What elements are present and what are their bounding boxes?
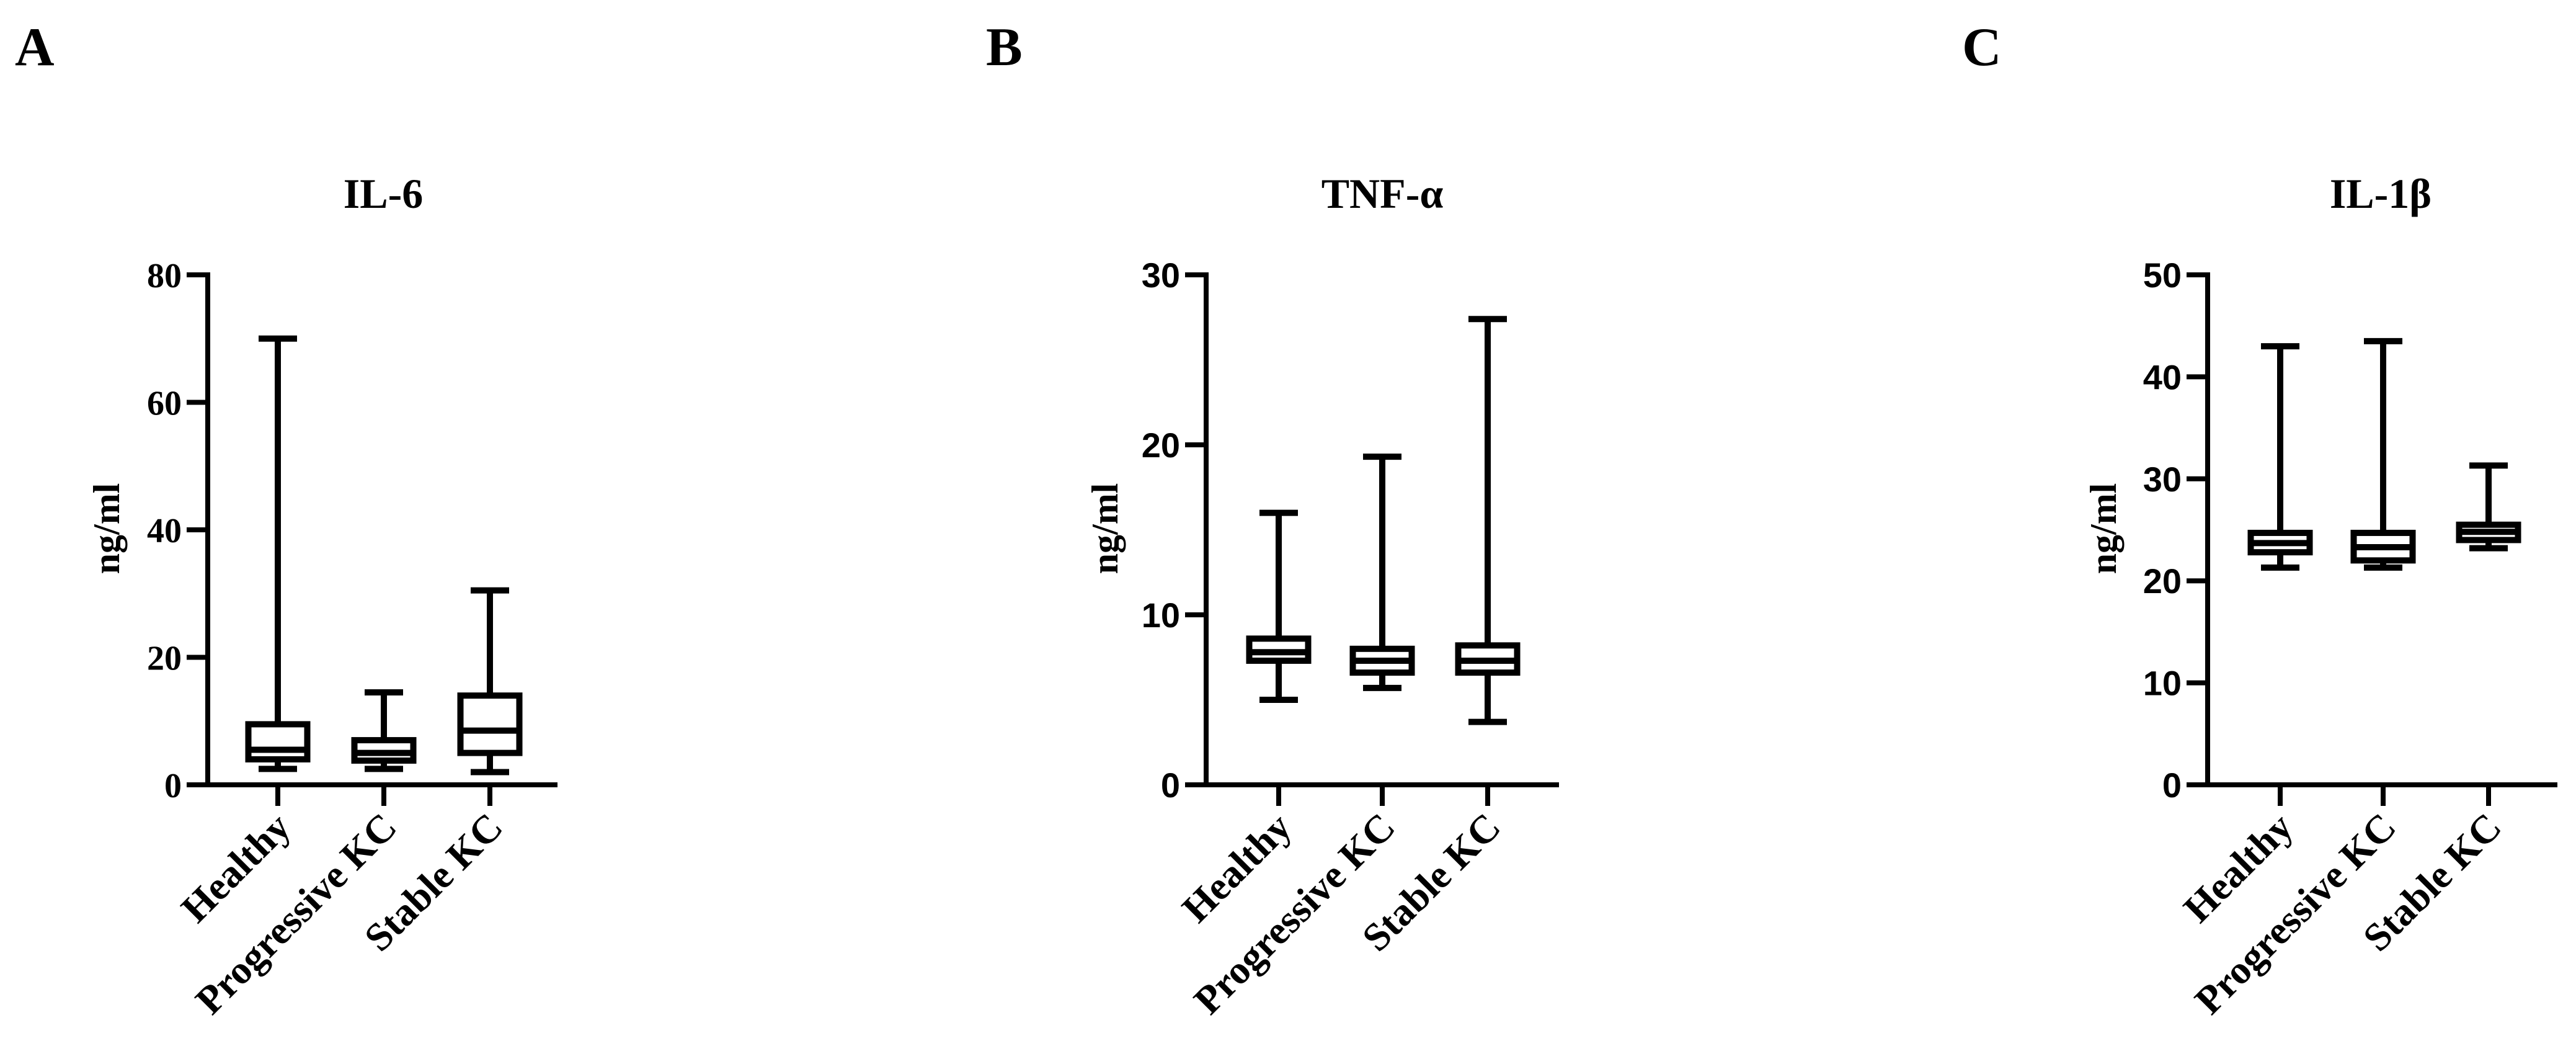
y-tick-label: 50 xyxy=(2143,256,2182,295)
box-progressive-kc xyxy=(351,689,417,772)
chart-title: IL-1β xyxy=(2330,170,2432,217)
y-tick-label: 0 xyxy=(2162,766,2182,805)
iqr-box xyxy=(245,721,311,762)
box-progressive-kc xyxy=(1349,454,1415,691)
panel-a: A IL-6 ng/ml 020406080HealthyProgressive… xyxy=(15,17,557,1022)
panel-letter: A xyxy=(15,17,55,78)
y-tick-label: 10 xyxy=(1142,596,1180,635)
y-axis-label: ng/ml xyxy=(2083,483,2124,574)
y-tick-label: 60 xyxy=(147,385,182,423)
box-stable-kc xyxy=(1455,316,1521,725)
y-tick-label: 0 xyxy=(164,767,182,805)
y-tick-label: 30 xyxy=(2143,460,2182,499)
iqr-box xyxy=(457,692,523,756)
y-tick-label: 20 xyxy=(2143,561,2182,601)
box-stable-kc xyxy=(457,587,523,776)
y-axis-label: ng/ml xyxy=(1085,483,1126,574)
box-stable-kc xyxy=(2456,462,2521,552)
y-tick-label: 10 xyxy=(2143,664,2182,703)
box-healthy xyxy=(1246,509,1312,703)
chart-title: IL-6 xyxy=(344,170,423,217)
y-tick-label: 0 xyxy=(1161,766,1180,805)
y-tick-label: 20 xyxy=(147,640,182,678)
y-tick-label: 40 xyxy=(2143,357,2182,396)
box-healthy xyxy=(245,335,311,772)
y-tick-label: 40 xyxy=(147,512,182,550)
box-progressive-kc xyxy=(2350,338,2416,571)
panel-b: B TNF-α ng/ml 0102030HealthyProgressive … xyxy=(986,17,1559,1022)
y-tick-label: 20 xyxy=(1142,426,1180,465)
y-axis-label: ng/ml xyxy=(86,483,127,574)
y-tick-label: 30 xyxy=(1142,256,1180,295)
box-healthy xyxy=(2247,343,2313,571)
panel-letter: B xyxy=(986,17,1023,78)
chart-title: TNF-α xyxy=(1321,170,1444,217)
panel-c: C IL-1β ng/ml 01020304050HealthyProgress… xyxy=(1962,17,2557,1022)
panel-letter: C xyxy=(1962,17,2002,78)
y-tick-label: 80 xyxy=(147,257,182,295)
